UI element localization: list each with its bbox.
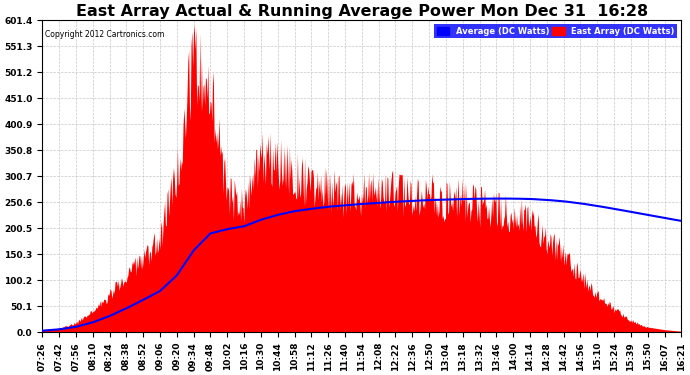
Legend: Average (DC Watts), East Array (DC Watts): Average (DC Watts), East Array (DC Watts… [435, 24, 677, 39]
Title: East Array Actual & Running Average Power Mon Dec 31  16:28: East Array Actual & Running Average Powe… [76, 4, 648, 19]
Text: Copyright 2012 Cartronics.com: Copyright 2012 Cartronics.com [46, 30, 165, 39]
